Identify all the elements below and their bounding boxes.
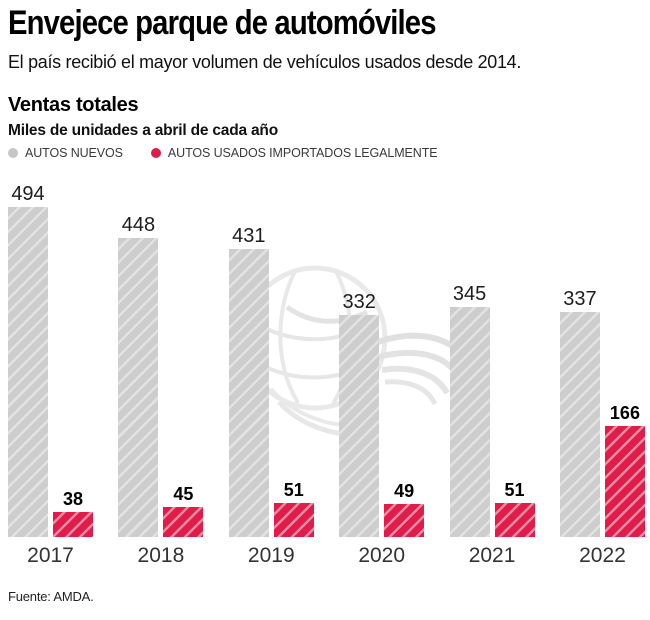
used-autos-column: 49 (384, 481, 425, 537)
used-autos-value-label: 51 (504, 480, 525, 500)
new-autos-value-label: 431 (232, 225, 266, 247)
used-autos-bar (53, 512, 93, 537)
bars-row: 337 166 (559, 183, 645, 537)
new-autos-value-label: 448 (121, 214, 156, 236)
legend-label-used: AUTOS USADOS IMPORTADOS LEGALMENTE (167, 146, 438, 160)
new-autos-bar (559, 312, 600, 537)
new-autos-value-label: 337 (563, 288, 597, 310)
new-autos-bar (449, 307, 490, 537)
used-autos-column: 38 (53, 490, 93, 537)
bars-row: 494 38 (8, 183, 93, 537)
page-title: Envejece parque de automóviles (8, 4, 436, 42)
new-autos-column: 448 (118, 214, 159, 537)
used-autos-value-label: 49 (394, 481, 415, 501)
year-axis-label: 2019 (247, 544, 295, 567)
chart-heading: Ventas totales (8, 94, 139, 116)
new-autos-column: 494 (8, 184, 48, 537)
new-autos-column: 337 (559, 288, 600, 537)
used-autos-bar (163, 507, 204, 537)
new-autos-value-label: 332 (342, 291, 376, 313)
legend-dot-icon-new (8, 148, 18, 158)
year-group-2019: 431 51 2019 (228, 183, 314, 568)
page-subtitle: El país recibió el mayor volumen de vehí… (8, 51, 522, 72)
chart-legend: AUTOS NUEVOS AUTOS USADOS IMPORTADOS LEG… (8, 146, 438, 160)
legend-label-new: AUTOS NUEVOS (25, 146, 123, 160)
used-autos-bar (604, 426, 645, 537)
bars-row: 332 49 (339, 183, 425, 537)
used-autos-value-label: 45 (173, 484, 194, 504)
new-autos-bar (118, 238, 159, 537)
new-autos-column: 332 (339, 291, 380, 537)
used-autos-bar (384, 504, 425, 537)
new-autos-bar (228, 249, 269, 537)
legend-item-used-autos: AUTOS USADOS IMPORTADOS LEGALMENTE (150, 146, 438, 160)
used-autos-column: 166 (604, 403, 645, 537)
new-autos-value-label: 494 (11, 183, 45, 205)
year-axis-label: 2017 (27, 544, 74, 567)
new-autos-bar (8, 207, 48, 537)
year-group-2021: 345 51 2021 (449, 183, 535, 568)
year-axis-label: 2020 (358, 544, 406, 567)
bar-chart: 494 38 2017 448 45 2018 431 51 2019 332 49 2020 345 5… (0, 183, 650, 568)
bars-row: 448 45 (118, 183, 204, 537)
year-axis-label: 2021 (468, 544, 516, 567)
year-axis-label: 2022 (579, 544, 626, 567)
new-autos-column: 431 (228, 225, 269, 537)
source-note: Fuente: AMDA. (8, 589, 94, 604)
year-group-2017: 494 38 2017 (8, 183, 93, 568)
used-autos-value-label: 51 (283, 480, 304, 500)
year-group-2020: 332 49 2020 (339, 183, 425, 568)
used-autos-value-label: 38 (62, 489, 84, 509)
chart-units-label: Miles de unidades a abril de cada año (8, 122, 278, 139)
used-autos-column: 51 (273, 480, 314, 537)
bars-row: 345 51 (449, 183, 535, 537)
used-autos-value-label: 166 (609, 403, 640, 423)
used-autos-bar (273, 503, 314, 537)
used-autos-bar (494, 503, 535, 537)
new-autos-column: 345 (449, 283, 490, 537)
used-autos-column: 51 (494, 480, 535, 537)
year-group-2022: 337 166 2022 (559, 183, 645, 568)
new-autos-value-label: 345 (452, 283, 487, 305)
legend-item-new-autos: AUTOS NUEVOS (8, 146, 123, 160)
legend-dot-icon-used (150, 148, 161, 158)
year-group-2018: 448 45 2018 (118, 183, 204, 568)
new-autos-bar (339, 315, 380, 537)
year-axis-label: 2018 (137, 544, 185, 567)
bars-row: 431 51 (228, 183, 314, 537)
used-autos-column: 45 (163, 484, 204, 537)
